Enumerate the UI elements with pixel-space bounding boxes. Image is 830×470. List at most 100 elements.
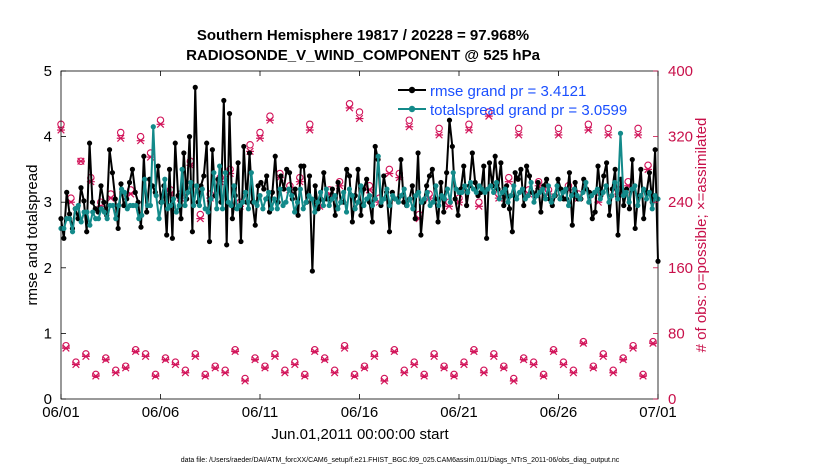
obs-assimilated-marker — [489, 352, 498, 361]
rmse-data-point — [346, 173, 353, 179]
obs-assimilated-marker — [639, 372, 648, 380]
rmse-data-point — [204, 140, 210, 146]
spread-data-point — [597, 196, 603, 202]
spread-data-point — [139, 212, 145, 218]
x-tick-label: 06/11 — [242, 404, 278, 421]
rmse-data-point — [241, 143, 247, 150]
rmse-data-point — [381, 173, 387, 179]
spread-data-point — [283, 199, 289, 205]
chart-title-line2: RADIOSONDE_V_WIND_COMPONENT @ 525 hPa — [186, 47, 541, 64]
spread-data-point — [84, 209, 90, 215]
spread-data-point — [508, 193, 514, 199]
spread-data-point — [583, 179, 589, 186]
obs-assimilated-marker — [634, 131, 643, 139]
rmse-data-point — [306, 173, 313, 179]
spread-data-point — [568, 193, 575, 199]
spread-data-point — [531, 199, 537, 205]
rmse-data-point — [209, 147, 215, 153]
spread-data-point — [121, 189, 128, 195]
rmse-data-point — [272, 153, 278, 159]
right-y-tick-label: 160 — [668, 260, 693, 277]
obs-assimilated-marker — [435, 131, 444, 139]
spread-data-point — [317, 189, 324, 195]
obs-assimilated-marker — [474, 202, 483, 211]
spread-data-point — [594, 186, 601, 192]
rmse-data-point — [186, 134, 193, 140]
rmse-data-point — [141, 153, 147, 159]
spread-data-point — [315, 199, 321, 205]
obs-assimilated-marker — [584, 126, 593, 134]
obs-assimilated-marker — [280, 369, 289, 377]
obs-assimilated-marker — [519, 355, 528, 364]
rmse-data-point — [115, 225, 121, 232]
obs-assimilated-marker — [509, 377, 518, 385]
rmse-data-point — [278, 173, 284, 179]
spread-data-point — [635, 202, 641, 209]
spread-data-point — [110, 202, 116, 209]
rmse-data-point — [386, 229, 393, 235]
rmse-data-point — [566, 170, 573, 176]
x-tick-label: 06/06 — [142, 404, 180, 421]
spread-data-point — [577, 196, 583, 202]
rmse-data-point — [364, 176, 370, 182]
obs-assimilated-marker — [241, 377, 250, 385]
obs-possible-marker — [365, 182, 374, 190]
rmse-data-point — [344, 166, 350, 172]
rmse-data-point — [312, 183, 318, 189]
spread-data-point — [638, 193, 644, 199]
obs-assimilated-marker — [484, 112, 493, 120]
obs-assimilated-marker — [420, 372, 429, 380]
legend-spread-label: totalspread grand pr = 3.0599 — [430, 102, 627, 119]
obs-possible-marker — [136, 132, 145, 141]
spread-data-point — [493, 179, 500, 186]
spread-data-point — [349, 193, 355, 199]
spread-data-point — [600, 189, 606, 195]
rmse-data-point — [61, 235, 67, 241]
spread-data-point — [156, 216, 162, 222]
obs-possible-marker — [435, 124, 443, 133]
x-tick-label: 06/26 — [540, 404, 578, 421]
rmse-data-point — [646, 170, 653, 176]
obs-assimilated-marker — [350, 372, 359, 380]
spread-data-point — [580, 189, 586, 195]
obs-assimilated-marker — [604, 131, 613, 139]
rmse-data-point — [81, 198, 87, 204]
rmse-data-point — [415, 150, 421, 156]
spread-data-point — [375, 153, 381, 159]
obs-possible-marker — [420, 370, 428, 379]
right-y-axis-label: # of obs: o=possible; ×=assimilated — [693, 118, 710, 353]
spread-data-point — [565, 202, 572, 209]
spread-data-point — [332, 193, 338, 199]
rmse-data-point — [469, 150, 475, 156]
obs-assimilated-marker — [231, 347, 240, 356]
rmse-data-point — [229, 216, 235, 222]
rmse-data-point — [446, 117, 453, 123]
obs-possible-marker — [121, 362, 130, 370]
spread-data-point — [217, 163, 223, 169]
spread-data-point — [211, 170, 217, 176]
obs-assimilated-marker — [121, 364, 130, 372]
left-y-axis-label: rmse and totalspread — [24, 165, 41, 306]
rmse-data-point — [515, 176, 521, 182]
spread-data-point — [606, 199, 612, 205]
obs-possible-marker — [345, 100, 354, 108]
y-tick-label: 1 — [44, 325, 52, 342]
rmse-data-point — [603, 160, 610, 166]
x-tick-label: 06/01 — [42, 404, 80, 421]
spread-data-point — [277, 186, 283, 192]
obs-possible-marker — [539, 370, 548, 379]
rmse-data-point — [441, 209, 447, 215]
obs-assimilated-marker — [400, 369, 409, 377]
spread-data-point — [343, 209, 350, 215]
data-file-footer: data file: /Users/raeder/DAI/ATM_forcXX/… — [181, 457, 620, 464]
obs-assimilated-marker — [649, 339, 657, 347]
obs-possible-marker — [305, 120, 314, 129]
rmse-data-point — [601, 173, 607, 179]
spread-data-point — [571, 186, 577, 192]
rmse-data-point — [621, 202, 627, 209]
obs-assimilated-marker — [514, 131, 523, 139]
spread-data-point — [173, 209, 179, 215]
spread-data-point — [514, 196, 520, 202]
rmse-data-point — [398, 156, 404, 163]
obs-assimilated-marker — [256, 134, 264, 142]
